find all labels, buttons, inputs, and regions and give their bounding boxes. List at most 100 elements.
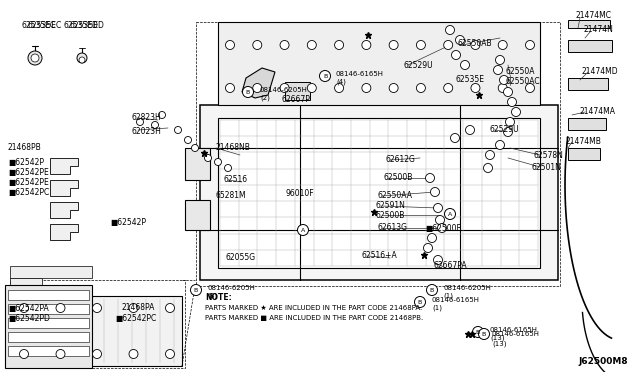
Text: ■62542PC: ■62542PC xyxy=(8,189,49,198)
Polygon shape xyxy=(285,82,310,100)
Text: (4): (4) xyxy=(336,79,346,85)
Text: 08146-6165H: 08146-6165H xyxy=(432,297,480,303)
Text: B: B xyxy=(430,288,434,292)
Text: (13): (13) xyxy=(492,341,506,347)
Polygon shape xyxy=(8,332,89,342)
Text: PARTS MARKED ★ ARE INCLUDED IN THE PART CODE 21468PA.: PARTS MARKED ★ ARE INCLUDED IN THE PART … xyxy=(205,305,422,311)
Circle shape xyxy=(486,151,495,160)
Text: 62535EC: 62535EC xyxy=(28,22,62,31)
Circle shape xyxy=(253,83,262,93)
Circle shape xyxy=(471,41,480,49)
Circle shape xyxy=(504,128,513,137)
Circle shape xyxy=(506,118,515,126)
Circle shape xyxy=(225,41,234,49)
Text: 62613G: 62613G xyxy=(377,224,407,232)
Polygon shape xyxy=(568,20,610,28)
Text: 62535ED: 62535ED xyxy=(64,22,99,31)
Circle shape xyxy=(166,350,175,359)
Polygon shape xyxy=(568,148,600,160)
Text: 21468NB: 21468NB xyxy=(216,144,251,153)
Polygon shape xyxy=(50,224,78,240)
Polygon shape xyxy=(185,148,210,180)
Text: 62823H: 62823H xyxy=(132,113,162,122)
Circle shape xyxy=(93,350,102,359)
Circle shape xyxy=(19,350,29,359)
Polygon shape xyxy=(12,296,182,366)
Text: 08146-6165H: 08146-6165H xyxy=(492,331,540,337)
Text: 62055G: 62055G xyxy=(225,253,255,263)
Circle shape xyxy=(498,41,508,49)
Circle shape xyxy=(319,71,330,81)
Text: B: B xyxy=(476,330,480,334)
Polygon shape xyxy=(568,118,606,130)
Circle shape xyxy=(19,304,29,312)
Text: PARTS MARKED ■ ARE INCLUDED IN THE PART CODE 21468PB.: PARTS MARKED ■ ARE INCLUDED IN THE PART … xyxy=(205,315,423,321)
Text: 62550AB: 62550AB xyxy=(458,38,493,48)
Circle shape xyxy=(136,119,143,125)
Circle shape xyxy=(225,164,232,171)
Text: 62578N: 62578N xyxy=(534,151,564,160)
Circle shape xyxy=(93,304,102,312)
Circle shape xyxy=(493,65,502,74)
Text: B: B xyxy=(482,331,486,337)
Circle shape xyxy=(438,224,447,232)
Circle shape xyxy=(152,122,159,128)
Text: ■62542PC: ■62542PC xyxy=(115,314,156,323)
Text: 62535E: 62535E xyxy=(455,76,484,84)
Polygon shape xyxy=(10,266,92,278)
Polygon shape xyxy=(50,202,78,218)
Circle shape xyxy=(335,83,344,93)
Circle shape xyxy=(415,296,426,308)
Text: (1): (1) xyxy=(432,305,442,311)
Circle shape xyxy=(389,41,398,49)
Text: 21468PA: 21468PA xyxy=(122,304,156,312)
Circle shape xyxy=(166,304,175,312)
Polygon shape xyxy=(8,290,89,300)
Circle shape xyxy=(435,215,445,224)
Circle shape xyxy=(31,54,39,62)
Circle shape xyxy=(280,83,289,93)
Circle shape xyxy=(495,55,504,64)
Circle shape xyxy=(28,51,42,65)
Text: 62591N: 62591N xyxy=(375,202,405,211)
Text: B: B xyxy=(194,288,198,292)
Text: 62612G: 62612G xyxy=(386,155,416,164)
Text: (8): (8) xyxy=(207,293,217,299)
Text: A: A xyxy=(301,228,305,232)
Polygon shape xyxy=(568,40,612,52)
Text: (13): (13) xyxy=(490,335,504,341)
Polygon shape xyxy=(50,158,78,174)
Circle shape xyxy=(191,144,198,151)
Text: 96010F: 96010F xyxy=(286,189,315,199)
Circle shape xyxy=(444,83,452,93)
Circle shape xyxy=(175,126,182,134)
Circle shape xyxy=(451,134,460,142)
Text: 21468PB: 21468PB xyxy=(8,144,42,153)
Polygon shape xyxy=(5,285,92,368)
Circle shape xyxy=(495,141,504,150)
Text: 62550A: 62550A xyxy=(505,67,534,77)
Circle shape xyxy=(307,83,316,93)
Text: 62529U: 62529U xyxy=(490,125,520,135)
Polygon shape xyxy=(50,180,78,196)
Circle shape xyxy=(191,285,202,295)
Text: ■62542P: ■62542P xyxy=(110,218,146,228)
Polygon shape xyxy=(8,346,89,356)
Polygon shape xyxy=(200,105,558,280)
Circle shape xyxy=(445,208,456,219)
Text: (1): (1) xyxy=(443,293,453,299)
Circle shape xyxy=(508,97,516,106)
Text: 62516: 62516 xyxy=(224,176,248,185)
Text: B: B xyxy=(418,299,422,305)
Text: B: B xyxy=(323,74,327,78)
Circle shape xyxy=(444,41,452,49)
Circle shape xyxy=(424,244,433,253)
Circle shape xyxy=(335,41,344,49)
Text: 08146-6205H: 08146-6205H xyxy=(260,87,308,93)
Circle shape xyxy=(56,350,65,359)
Circle shape xyxy=(433,203,442,212)
Polygon shape xyxy=(8,318,89,328)
Text: 21474N: 21474N xyxy=(584,26,614,35)
Circle shape xyxy=(428,234,436,243)
Polygon shape xyxy=(10,278,42,296)
